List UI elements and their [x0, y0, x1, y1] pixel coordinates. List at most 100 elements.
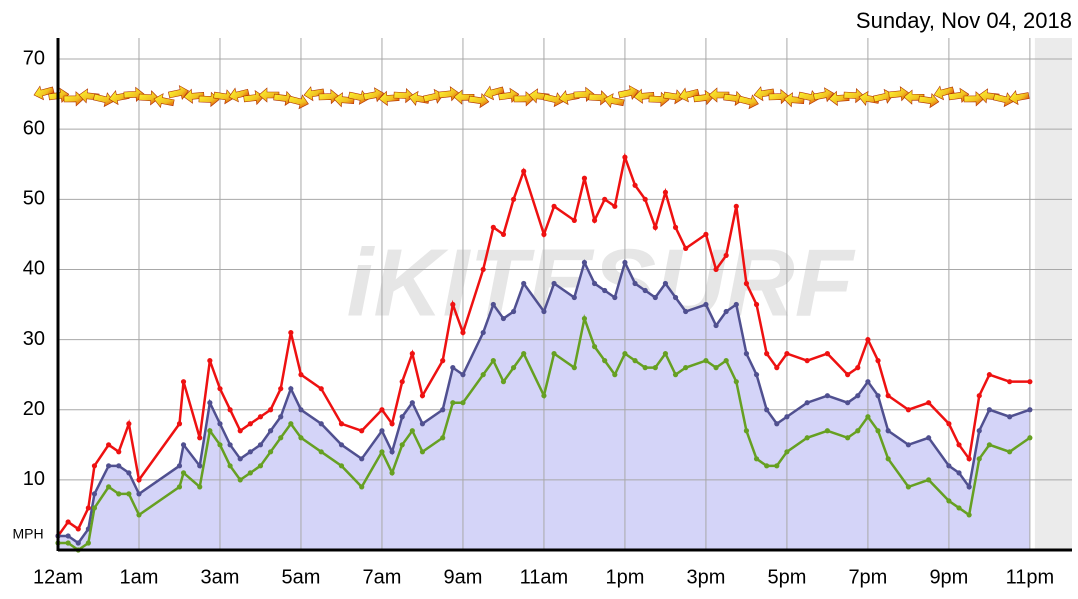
x-tick-label: 11pm — [1006, 566, 1055, 588]
data-point — [176, 463, 183, 469]
data-point — [764, 351, 770, 357]
data-point — [460, 329, 466, 336]
data-point — [622, 259, 628, 266]
data-point — [956, 470, 962, 476]
data-point — [612, 372, 618, 378]
wind-arrow — [408, 90, 430, 106]
y-tick-label: 50 — [23, 188, 45, 210]
data-point — [298, 435, 304, 441]
data-point — [723, 358, 729, 364]
wind-arrow — [872, 88, 894, 104]
x-tick-label: 3pm — [686, 566, 725, 588]
data-point — [905, 484, 911, 490]
data-point — [571, 217, 577, 223]
data-point — [622, 351, 628, 357]
data-point — [257, 414, 264, 420]
data-point — [622, 154, 628, 160]
y-tick-label: 70 — [23, 47, 45, 69]
data-point — [359, 456, 365, 462]
wind-arrow — [663, 89, 685, 105]
data-point — [338, 442, 345, 448]
data-point — [490, 224, 496, 230]
wind-arrow — [783, 92, 805, 108]
data-point — [855, 393, 861, 399]
wind-direction-band — [33, 85, 1030, 110]
data-point — [197, 435, 203, 441]
wind-arrow — [1008, 90, 1030, 106]
data-point — [632, 280, 638, 287]
data-point — [946, 498, 952, 504]
data-point — [743, 428, 750, 434]
x-tick-label: 9pm — [929, 566, 968, 588]
wind-arrow — [138, 90, 160, 106]
x-tick-label: 1pm — [605, 566, 644, 588]
x-tick-label: 5pm — [767, 566, 806, 588]
data-point — [116, 491, 122, 497]
data-point — [551, 280, 557, 287]
data-point — [500, 315, 507, 322]
y-tick-label: 60 — [23, 117, 45, 139]
data-point — [541, 231, 547, 237]
data-point — [571, 365, 577, 371]
data-point — [824, 351, 831, 357]
data-point — [510, 196, 517, 202]
data-point — [91, 505, 98, 511]
data-point — [652, 224, 658, 230]
data-point — [500, 379, 507, 385]
data-point — [490, 301, 496, 308]
data-point — [926, 435, 932, 441]
data-point — [227, 442, 233, 448]
data-point — [440, 407, 446, 413]
data-point — [379, 449, 385, 455]
wind-arrow — [618, 85, 640, 101]
wind-arrow — [737, 94, 759, 110]
data-point — [85, 505, 91, 511]
data-point — [966, 456, 972, 462]
wind-arrow — [693, 89, 715, 106]
data-point — [804, 400, 810, 406]
data-point — [126, 491, 132, 497]
data-point — [1027, 379, 1033, 385]
data-point — [551, 351, 557, 357]
data-point — [510, 365, 517, 371]
y-tick-label: 20 — [23, 398, 45, 420]
wind-arrow — [992, 92, 1014, 108]
data-point — [65, 533, 71, 539]
wind-arrow — [287, 94, 309, 110]
data-point — [784, 414, 790, 420]
data-point — [207, 400, 213, 406]
data-point — [197, 463, 203, 469]
data-point — [743, 351, 750, 357]
data-point — [966, 484, 972, 490]
data-point — [946, 421, 952, 427]
data-point — [733, 203, 739, 209]
data-point — [885, 393, 891, 399]
data-point — [217, 386, 223, 392]
data-point — [683, 245, 689, 252]
data-point — [399, 379, 405, 385]
data-point — [875, 358, 881, 364]
data-point — [784, 351, 790, 357]
data-point — [602, 358, 608, 364]
data-point — [217, 421, 223, 427]
data-point — [632, 182, 638, 188]
data-point — [116, 449, 122, 455]
data-point — [602, 196, 608, 202]
data-point — [804, 435, 810, 441]
data-point — [379, 428, 385, 434]
y-tick-label: 30 — [23, 328, 45, 350]
x-tick-label: 9am — [443, 566, 482, 588]
data-point — [419, 449, 426, 455]
data-point — [75, 540, 81, 546]
data-point — [845, 400, 851, 406]
x-tick-label: 11am — [520, 566, 569, 588]
data-point — [1027, 435, 1033, 441]
data-point — [318, 386, 324, 392]
data-point — [359, 484, 365, 490]
data-point — [510, 308, 517, 315]
data-point — [753, 301, 760, 308]
data-point — [581, 315, 588, 322]
data-point — [85, 540, 91, 546]
data-point — [136, 477, 142, 483]
